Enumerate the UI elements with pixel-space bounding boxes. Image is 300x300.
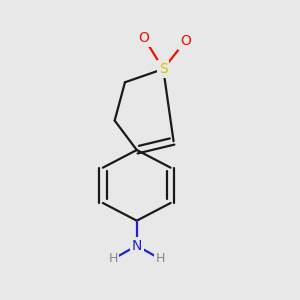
Text: O: O (180, 34, 191, 48)
Text: S: S (159, 62, 168, 76)
Text: H: H (109, 252, 118, 266)
Text: N: N (132, 239, 142, 253)
Text: O: O (139, 31, 149, 45)
Text: H: H (156, 252, 165, 266)
